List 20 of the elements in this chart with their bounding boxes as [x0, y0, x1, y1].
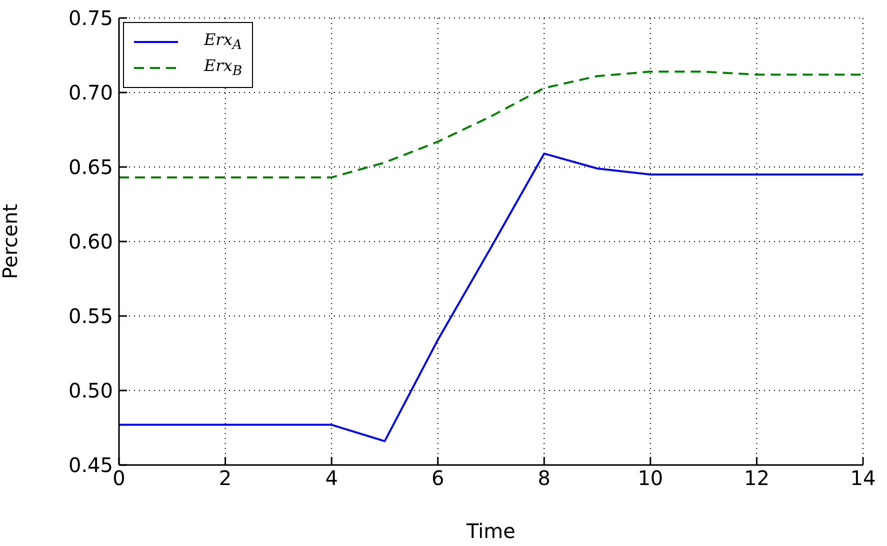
x-tick-label: 4: [325, 466, 338, 490]
legend-label: Erx$_{A}$: [204, 30, 242, 54]
x-axis-title: Time: [466, 519, 516, 543]
y-tick-label: 0.65: [68, 155, 113, 180]
x-tick-label: 6: [431, 466, 444, 490]
x-tick-label: 12: [744, 466, 770, 490]
y-tick-label: 0.75: [68, 6, 113, 30]
x-tick-label: 2: [218, 466, 232, 490]
y-tick-label: 0.70: [68, 80, 113, 105]
y-tick-label: 0.60: [68, 230, 113, 254]
legend-label: Erx$_{B}$: [204, 56, 242, 80]
x-tick-label: 14: [850, 466, 876, 490]
y-tick-label: 0.55: [68, 304, 113, 328]
line-series: [119, 152, 863, 442]
x-tick-label: 8: [538, 466, 551, 490]
x-tick-label: 10: [638, 466, 664, 490]
y-tick-label: 0.45: [68, 453, 113, 478]
y-tick-label: 0.50: [68, 378, 113, 403]
x-tick-label: 0: [112, 466, 126, 490]
y-axis-title: Percent: [0, 204, 22, 280]
